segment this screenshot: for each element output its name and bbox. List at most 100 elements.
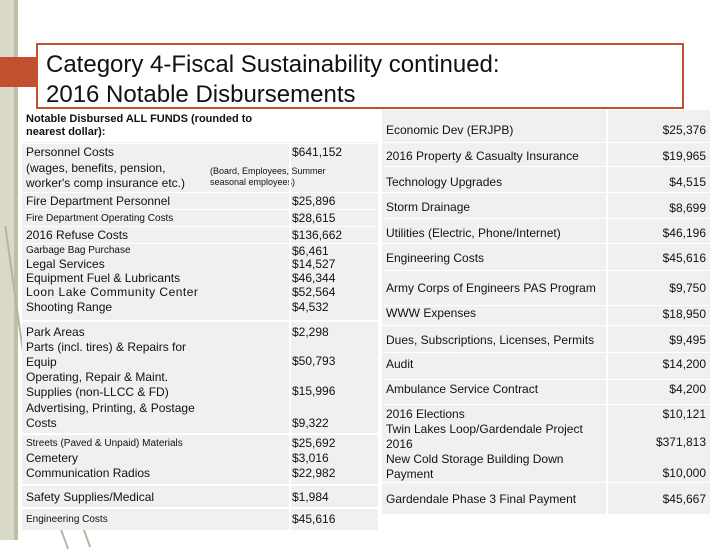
slide-left-bar-inner bbox=[14, 0, 18, 540]
table-divider bbox=[22, 484, 378, 486]
page-title: Category 4-Fiscal Sustainability continu… bbox=[46, 50, 686, 110]
table-column-divider bbox=[606, 110, 608, 514]
row-label: Fire Department Personnel bbox=[26, 194, 171, 208]
row-amount: $14,200 bbox=[662, 357, 706, 371]
row-label: Park Areas bbox=[26, 325, 85, 339]
row-amount: $25,896 bbox=[292, 194, 336, 208]
row-amount: $25,692 bbox=[292, 436, 336, 450]
row-label: Army Corps of Engineers PAS Program bbox=[386, 281, 596, 295]
row-amount: $9,495 bbox=[669, 333, 706, 347]
table-row: Safety Supplies/Medical $1,984 bbox=[22, 486, 378, 506]
table-row: Engineering Costs $45,616 bbox=[382, 243, 710, 270]
row-label: Twin Lakes Loop/Gardendale Project 2016 bbox=[386, 422, 583, 451]
left-disbursements-table: Notable Disbursed ALL FUNDS (rounded to … bbox=[22, 110, 378, 530]
row-label: Communication Radios bbox=[26, 466, 151, 480]
row-amount: $2,298 bbox=[292, 325, 329, 339]
right-disbursements-table: Economic Dev (ERJPB) $25,376 2016 Proper… bbox=[382, 110, 710, 514]
left-table-header: Notable Disbursed ALL FUNDS (rounded to … bbox=[26, 113, 253, 138]
table-row: Parts (incl. tires) & Repairs for Equip … bbox=[22, 340, 378, 370]
table-row: Garbage Bag Purchase $6,461 bbox=[22, 243, 378, 258]
table-divider bbox=[22, 433, 378, 435]
table-divider bbox=[22, 507, 378, 509]
table-row: Fire Department Operating Costs $28,615 bbox=[22, 209, 378, 226]
table-row: 2016 Elections $10,121 bbox=[382, 404, 710, 422]
table-row: Army Corps of Engineers PAS Program $9,7… bbox=[382, 270, 710, 305]
row-label: Personnel Costs (wages, benefits, pensio… bbox=[26, 145, 186, 190]
table-row: Twin Lakes Loop/Gardendale Project 2016 … bbox=[382, 422, 710, 452]
row-amount: $14,527 bbox=[292, 257, 336, 271]
slide-left-bar bbox=[0, 0, 14, 540]
title-frame bbox=[36, 43, 684, 109]
row-amount: $4,515 bbox=[669, 175, 706, 189]
row-amount: $4,200 bbox=[669, 382, 706, 396]
row-amount: $45,616 bbox=[662, 251, 706, 265]
row-label: Gardendale Phase 3 Final Payment bbox=[386, 492, 577, 506]
row-label: Dues, Subscriptions, Licenses, Permits bbox=[386, 333, 595, 347]
table-row: Loon Lake Community Center $52,564 bbox=[22, 285, 378, 299]
row-amount: $46,196 bbox=[662, 226, 706, 240]
row-label: Storm Drainage bbox=[386, 200, 471, 214]
row-amount: $18,950 bbox=[662, 307, 706, 321]
row-amount: $8,699 bbox=[669, 201, 706, 215]
row-label: Engineering Costs bbox=[26, 514, 108, 525]
row-amount: $28,615 bbox=[292, 211, 336, 225]
row-label: Garbage Bag Purchase bbox=[26, 245, 131, 256]
table-row: Park Areas $2,298 bbox=[22, 322, 378, 340]
table-row: Cemetery $3,016 bbox=[22, 450, 378, 465]
row-label: Economic Dev (ERJPB) bbox=[386, 123, 514, 137]
table-row: Shooting Range $4,532 bbox=[22, 299, 378, 316]
row-label: Loon Lake Community Center bbox=[26, 285, 199, 299]
row-label: New Cold Storage Building Down Payment bbox=[386, 452, 564, 481]
row-amount: $371,813 bbox=[655, 435, 706, 449]
table-row: New Cold Storage Building Down Payment $… bbox=[382, 452, 710, 482]
row-amount: $22,982 bbox=[292, 466, 336, 480]
row-label: Ambulance Service Contract bbox=[386, 382, 539, 396]
row-amount: $1,984 bbox=[292, 490, 329, 504]
row-amount: $46,344 bbox=[292, 271, 336, 285]
row-amount: $10,121 bbox=[662, 407, 706, 421]
row-label: Equipment Fuel & Lubricants bbox=[26, 271, 181, 285]
row-label: Shooting Range bbox=[26, 300, 113, 314]
table-row: WWW Expenses $18,950 bbox=[382, 305, 710, 325]
row-amount: $9,750 bbox=[669, 281, 706, 295]
row-label: WWW Expenses bbox=[386, 306, 477, 320]
table-row: Technology Upgrades $4,515 bbox=[382, 166, 710, 192]
title-line-2: 2016 Notable Disbursements bbox=[46, 81, 356, 108]
row-label: Technology Upgrades bbox=[386, 175, 503, 189]
row-amount: $6,461 bbox=[292, 244, 329, 258]
table-row: 2016 Refuse Costs $136,662 bbox=[22, 226, 378, 243]
row-label: Advertising, Printing, & Postage Costs bbox=[26, 401, 195, 430]
table-row: Ambulance Service Contract $4,200 bbox=[382, 379, 710, 404]
table-row: Legal Services $14,527 bbox=[22, 257, 378, 271]
table-header-row: Notable Disbursed ALL FUNDS (rounded to … bbox=[22, 110, 378, 142]
row-label: 2016 Property & Casualty Insurance bbox=[386, 149, 579, 163]
row-amount: $641,152 bbox=[292, 145, 343, 159]
row-amount: $136,662 bbox=[292, 228, 343, 242]
table-row: Advertising, Printing, & Postage Costs $… bbox=[22, 400, 378, 432]
row-amount: $25,376 bbox=[662, 123, 706, 137]
row-label: Cemetery bbox=[26, 451, 79, 465]
table-row: Equipment Fuel & Lubricants $46,344 bbox=[22, 271, 378, 285]
row-label: Fire Department Operating Costs bbox=[26, 213, 174, 224]
table-row: 2016 Property & Casualty Insurance $19,9… bbox=[382, 142, 710, 166]
row-label: 2016 Elections bbox=[386, 407, 465, 421]
table-row: Operating, Repair & Maint. Supplies (non… bbox=[22, 370, 378, 400]
table-row: Dues, Subscriptions, Licenses, Permits $… bbox=[382, 325, 710, 352]
row-amount: $9,322 bbox=[292, 416, 329, 430]
table-row: Storm Drainage $8,699 bbox=[382, 192, 710, 218]
table-row: Audit $14,200 bbox=[382, 352, 710, 379]
row-label: 2016 Refuse Costs bbox=[26, 228, 129, 242]
row-amount: $50,793 bbox=[292, 354, 336, 368]
table-row: Fire Department Personnel $25,896 bbox=[22, 192, 378, 209]
title-accent bbox=[0, 57, 38, 87]
row-amount: $19,965 bbox=[662, 149, 706, 163]
table-row: Communication Radios $22,982 bbox=[22, 465, 378, 482]
row-amount: $4,532 bbox=[292, 300, 329, 314]
row-amount: $52,564 bbox=[292, 285, 336, 299]
row-amount: $15,996 bbox=[292, 384, 336, 398]
table-row: Engineering Costs $45,616 bbox=[22, 509, 378, 530]
table-divider bbox=[22, 320, 378, 322]
table-row: Personnel Costs (wages, benefits, pensio… bbox=[22, 143, 378, 192]
row-label: Streets (Paved & Unpaid) Materials bbox=[26, 438, 183, 449]
table-row: Utilities (Electric, Phone/Internet) $46… bbox=[382, 218, 710, 243]
